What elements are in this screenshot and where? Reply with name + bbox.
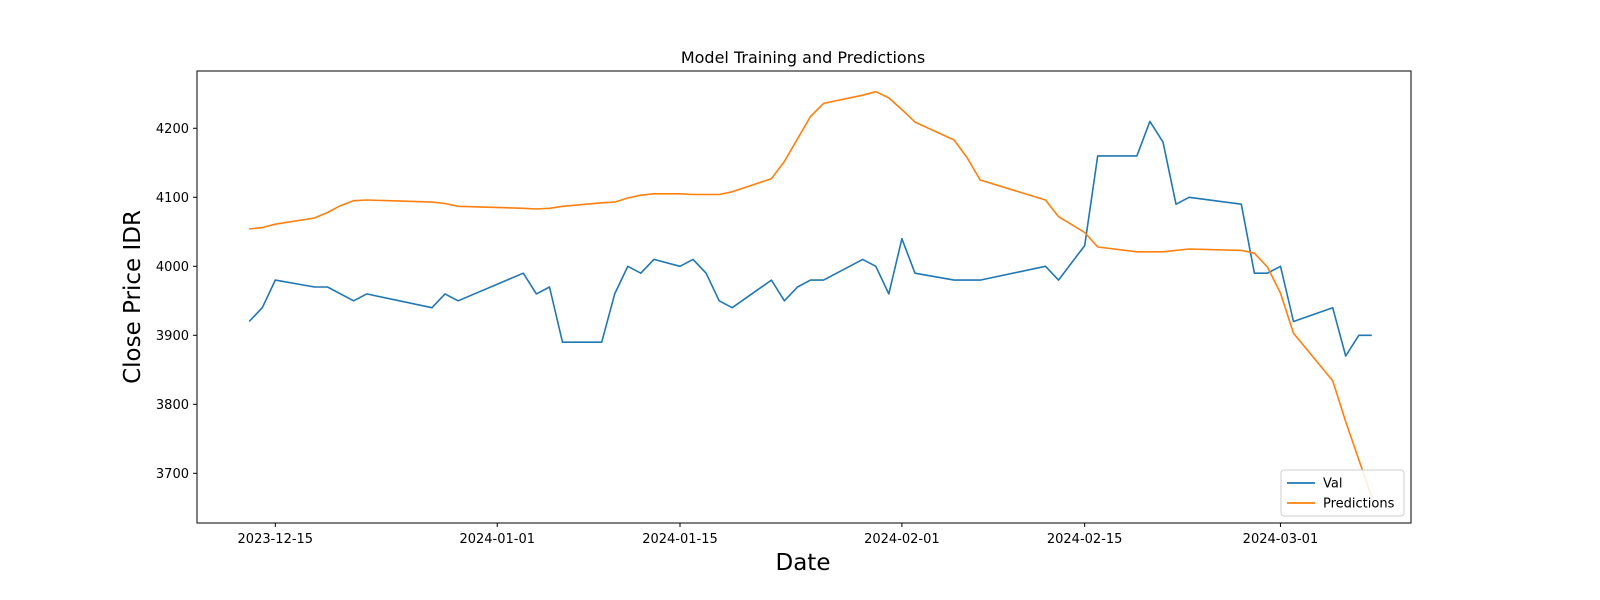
y-tick-label: 3900 bbox=[156, 329, 189, 344]
y-tick-label: 3700 bbox=[156, 467, 189, 482]
x-tick-label: 2024-01-15 bbox=[642, 532, 718, 547]
x-tick-label: 2023-12-15 bbox=[238, 532, 314, 547]
legend-box bbox=[1280, 469, 1405, 517]
y-tick-label: 3800 bbox=[156, 398, 189, 413]
series-line-predictions bbox=[249, 90, 1373, 498]
plot-area: 2023-12-15 2024-01-01 2024-01-15 2024-02-01… bbox=[156, 70, 1412, 547]
y-tick-label: 4200 bbox=[156, 122, 189, 137]
chart-title: Model Training and Predictions bbox=[681, 48, 925, 67]
y-tick-label: 4000 bbox=[156, 260, 189, 275]
x-tick-label: 2024-03-01 bbox=[1243, 532, 1319, 547]
series-line-val bbox=[248, 120, 1372, 357]
legend-label-val: Val bbox=[1323, 477, 1342, 492]
y-tick-label: 4100 bbox=[156, 191, 189, 206]
legend: Val Predictions bbox=[1280, 469, 1405, 517]
legend-label-predictions: Predictions bbox=[1323, 497, 1395, 512]
x-tick-label: 2024-02-15 bbox=[1047, 532, 1123, 547]
x-axis-title: Date bbox=[776, 550, 831, 576]
y-axis-title: Close Price IDR bbox=[120, 210, 146, 384]
x-tick-label: 2024-01-01 bbox=[459, 532, 535, 547]
x-tick-label: 2024-02-01 bbox=[864, 532, 940, 547]
axes-frame bbox=[196, 70, 1412, 524]
